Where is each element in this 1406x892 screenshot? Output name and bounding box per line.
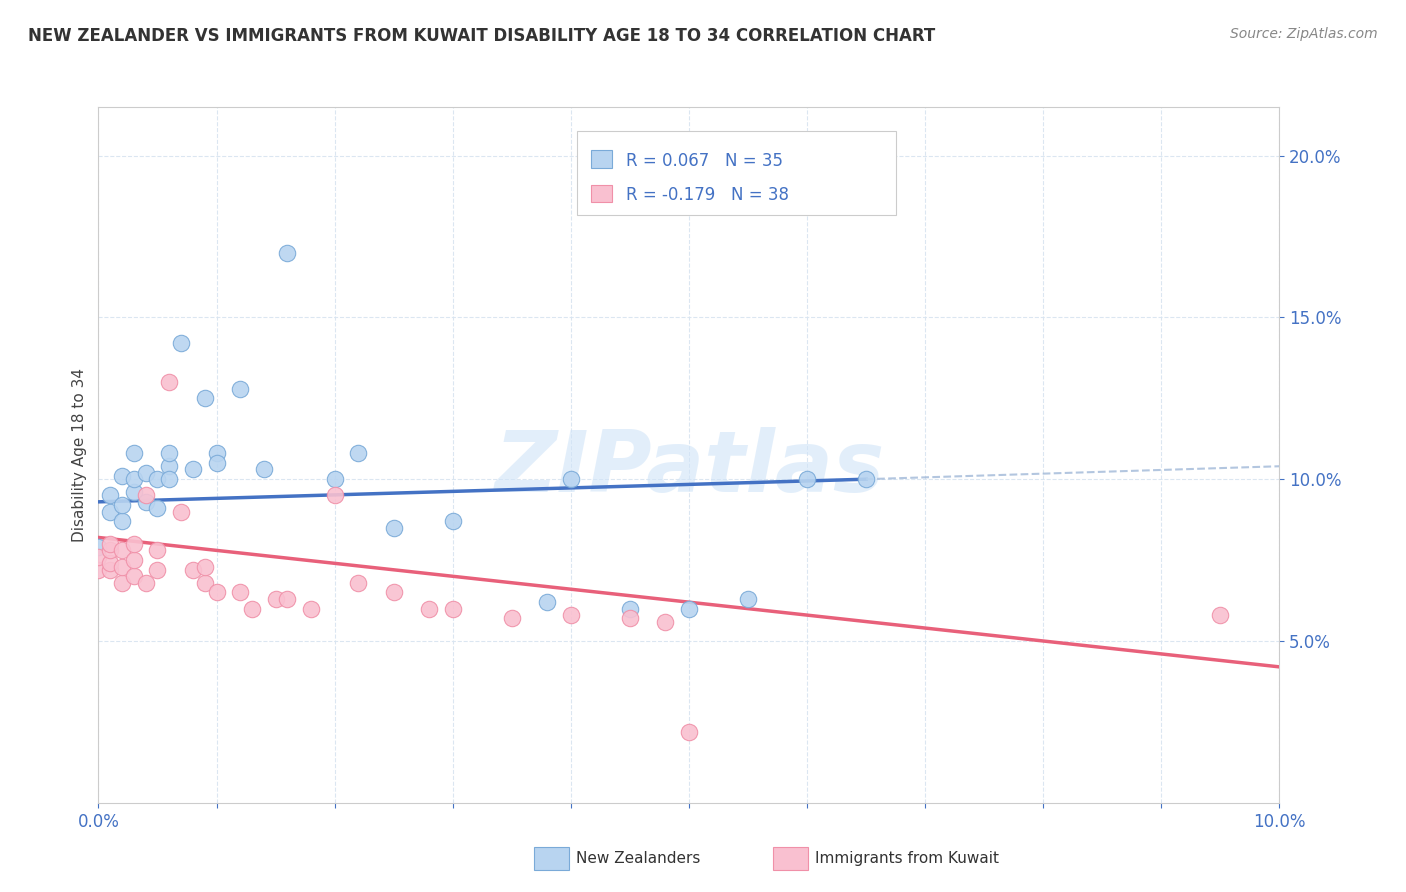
Point [170,504,193,518]
Point [441,601,464,615]
Bar [591,185,612,202]
Point [146,501,169,516]
Point [98,504,121,518]
Point [536,595,558,609]
Point [111,469,134,483]
Point [146,472,169,486]
Point [181,563,204,577]
Point [98,563,121,577]
Point [122,472,145,486]
Point [98,537,121,551]
Point [87,549,110,564]
Point [98,543,121,558]
Point [323,488,346,502]
Point [347,446,370,460]
Point [654,615,676,629]
Point [276,245,298,260]
Point [501,611,523,625]
Point [122,446,145,460]
Point [146,563,169,577]
Text: Source: ZipAtlas.com: Source: ZipAtlas.com [1230,27,1378,41]
Point [87,540,110,554]
Point [240,601,263,615]
Point [181,462,204,476]
Point [98,557,121,571]
Text: NEW ZEALANDER VS IMMIGRANTS FROM KUWAIT DISABILITY AGE 18 TO 34 CORRELATION CHAR: NEW ZEALANDER VS IMMIGRANTS FROM KUWAIT … [28,27,935,45]
Point [135,466,157,480]
Point [111,559,134,574]
Point [382,521,405,535]
Point [253,462,276,476]
Point [441,514,464,528]
Point [98,488,121,502]
Point [135,575,157,590]
Bar [576,131,896,215]
Text: New Zealanders: New Zealanders [576,852,700,866]
Point [170,336,193,351]
Point [111,514,134,528]
Point [87,563,110,577]
Point [111,498,134,512]
Point [157,375,180,389]
Point [135,488,157,502]
Point [135,495,157,509]
Text: R = 0.067   N = 35: R = 0.067 N = 35 [626,152,783,169]
Point [122,553,145,567]
Point [111,575,134,590]
Point [796,472,818,486]
Point [276,591,298,606]
Point [194,559,217,574]
Point [229,382,252,396]
Point [157,446,180,460]
Point [264,591,287,606]
Point [205,585,228,599]
Y-axis label: Disability Age 18 to 34: Disability Age 18 to 34 [72,368,87,542]
Point [194,392,217,406]
Point [111,543,134,558]
Point [678,601,700,615]
Point [229,585,252,599]
Point [205,456,228,470]
Point [205,446,228,460]
Point [382,585,405,599]
Point [146,543,169,558]
Point [194,575,217,590]
Point [737,591,759,606]
Point [122,537,145,551]
Point [299,601,322,615]
Point [157,459,180,474]
Point [560,608,582,623]
Point [323,472,346,486]
Point [855,472,877,486]
Point [619,611,641,625]
Bar [591,150,612,168]
Text: ZIPatlas: ZIPatlas [494,427,884,510]
Point [418,601,440,615]
Point [122,485,145,500]
Point [560,472,582,486]
Point [157,472,180,486]
Point [619,601,641,615]
Point [347,575,370,590]
Text: Immigrants from Kuwait: Immigrants from Kuwait [815,852,1000,866]
Point [122,569,145,583]
Point [678,724,700,739]
Text: R = -0.179   N = 38: R = -0.179 N = 38 [626,186,789,204]
Point [1209,608,1232,623]
